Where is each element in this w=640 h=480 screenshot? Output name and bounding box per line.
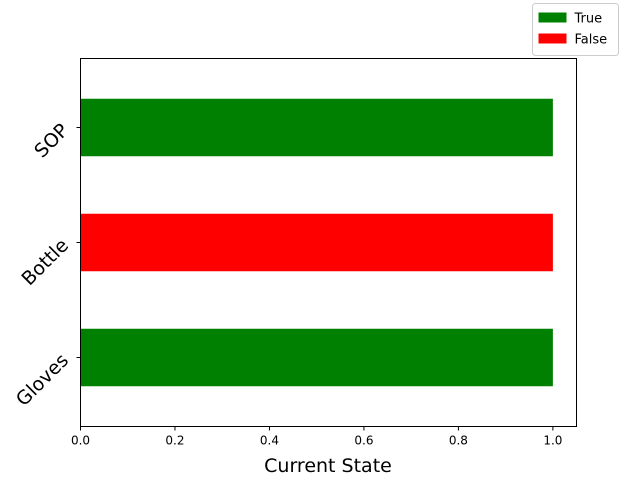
x-tick-label: 0.6 — [354, 434, 373, 448]
bar-bottle — [80, 213, 553, 272]
legend-label-false: False — [575, 33, 608, 48]
x-axis-ticks: 0.0 0.2 0.4 0.6 0.8 1.0 — [71, 426, 562, 448]
y-axis-ticks: Gloves Bottle SOP — [12, 119, 81, 411]
bar-gloves — [80, 328, 553, 387]
bars-layer — [80, 98, 553, 387]
y-tick-label-sop: SOP — [30, 119, 73, 162]
y-tick-label-gloves: Gloves — [12, 349, 73, 410]
x-tick-label: 0.8 — [449, 434, 468, 448]
y-tick-label-bottle: Bottle — [18, 234, 74, 290]
bar-sop — [80, 98, 553, 157]
x-tick-label: 0.0 — [71, 434, 90, 448]
x-tick-label: 0.2 — [165, 434, 184, 448]
x-tick-label: 0.4 — [260, 434, 279, 448]
x-tick-label: 1.0 — [543, 434, 562, 448]
legend: True False — [532, 3, 619, 56]
legend-swatch-true — [538, 12, 567, 23]
x-axis-label: Current State — [264, 455, 392, 477]
legend-swatch-false — [538, 33, 567, 44]
legend-label-true: True — [574, 12, 603, 27]
